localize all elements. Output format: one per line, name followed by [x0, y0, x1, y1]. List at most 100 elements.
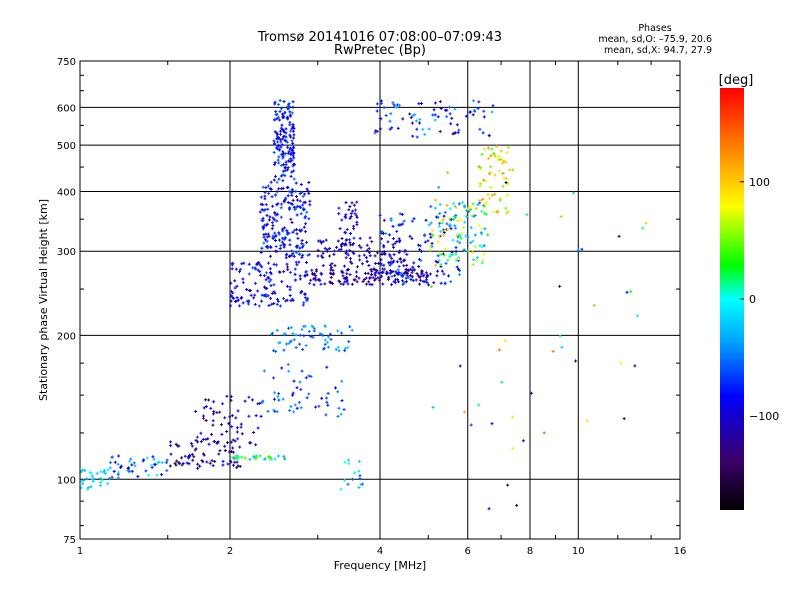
data-point: [202, 453, 206, 457]
data-point: [265, 239, 269, 243]
data-point: [272, 218, 276, 222]
data-point: [357, 486, 361, 490]
data-point: [92, 477, 96, 481]
data-point: [476, 256, 480, 260]
data-point: [458, 234, 462, 238]
data-point: [286, 166, 290, 170]
data-point: [341, 241, 345, 245]
data-point: [401, 279, 405, 283]
data-point: [247, 302, 251, 306]
data-point: [504, 177, 508, 181]
data-point: [464, 234, 468, 238]
data-point: [286, 107, 290, 111]
data-point: [347, 462, 351, 466]
data-point: [432, 281, 436, 285]
data-point: [286, 231, 290, 235]
data-point: [190, 452, 194, 456]
data-point: [265, 286, 269, 290]
data-point: [398, 103, 402, 107]
data-point: [458, 269, 462, 273]
data-point: [388, 254, 392, 258]
y-axis-label: Stationary phase Virtual Height [km]: [37, 199, 50, 401]
data-point: [287, 159, 291, 163]
data-point: [440, 221, 444, 225]
data-point: [448, 223, 452, 227]
data-point: [277, 187, 281, 191]
data-point: [169, 440, 173, 444]
data-point: [100, 478, 104, 482]
data-point: [319, 241, 323, 245]
data-point: [480, 209, 484, 213]
data-point: [212, 440, 216, 444]
data-point: [194, 447, 198, 451]
data-point: [305, 270, 309, 274]
data-point: [285, 168, 289, 172]
data-point: [491, 104, 495, 108]
data-point: [398, 212, 402, 216]
data-point: [363, 271, 367, 275]
data-point: [215, 441, 219, 445]
data-point: [328, 332, 332, 336]
data-point: [303, 292, 307, 296]
data-point: [340, 331, 344, 335]
data-point: [439, 220, 443, 224]
data-point: [281, 169, 285, 173]
data-point: [355, 220, 359, 224]
data-point: [345, 276, 349, 280]
data-point: [196, 462, 200, 466]
data-point: [175, 459, 179, 463]
data-point: [436, 269, 440, 273]
data-point: [323, 342, 327, 346]
data-point: [298, 274, 302, 278]
data-point: [287, 189, 291, 193]
data-point: [392, 253, 396, 257]
data-point: [350, 261, 354, 265]
data-point: [434, 198, 438, 202]
data-point: [229, 440, 233, 444]
data-point: [231, 446, 235, 450]
data-point: [337, 349, 341, 353]
data-point: [415, 272, 419, 276]
data-point: [320, 254, 324, 258]
data-point: [110, 475, 114, 479]
data-point: [300, 369, 304, 373]
data-point: [438, 202, 442, 206]
data-point: [275, 117, 279, 121]
data-point: [337, 406, 341, 410]
data-point: [151, 455, 155, 459]
data-point: [241, 301, 245, 305]
data-point: [298, 192, 302, 196]
data-point: [299, 183, 303, 187]
data-point: [337, 206, 341, 210]
data-point: [434, 259, 438, 263]
data-point: [342, 408, 346, 412]
data-point: [133, 464, 137, 468]
data-point: [309, 374, 313, 378]
data-point: [247, 272, 251, 276]
data-point: [203, 398, 207, 402]
data-point: [238, 270, 242, 274]
data-point: [223, 449, 227, 453]
data-point: [303, 200, 307, 204]
data-point: [450, 217, 454, 221]
data-point: [194, 409, 198, 413]
data-point: [348, 248, 352, 252]
data-point: [396, 126, 400, 130]
data-point: [263, 238, 267, 242]
data-point: [454, 258, 458, 262]
data-point: [279, 107, 283, 111]
data-point: [271, 204, 275, 208]
data-point: [405, 252, 409, 256]
data-point: [187, 462, 191, 466]
data-point: [456, 219, 460, 223]
data-point: [263, 190, 267, 194]
data-point: [359, 483, 363, 487]
data-point: [375, 102, 379, 106]
data-point: [119, 464, 123, 468]
data-point: [358, 258, 362, 262]
data-point: [490, 110, 494, 114]
data-point: [418, 244, 422, 248]
data-point: [348, 325, 352, 329]
data-point: [260, 246, 264, 250]
data-point: [281, 156, 285, 160]
